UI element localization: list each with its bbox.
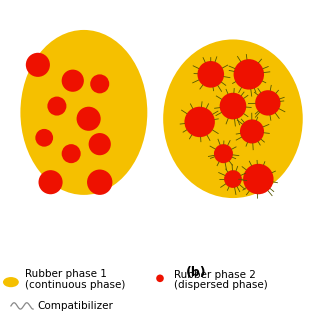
Text: (b): (b) [186,266,207,279]
Text: Rubber phase 1: Rubber phase 1 [25,269,107,279]
Circle shape [26,53,50,77]
Circle shape [214,144,233,163]
Ellipse shape [20,30,147,195]
Circle shape [90,74,109,93]
Circle shape [255,90,281,116]
Text: Compatibilizer: Compatibilizer [38,301,114,311]
Circle shape [243,164,274,194]
Text: (continuous phase): (continuous phase) [25,280,125,290]
Circle shape [47,97,67,116]
Circle shape [35,129,53,147]
Circle shape [76,107,101,131]
Circle shape [184,107,215,137]
Circle shape [89,133,111,155]
Circle shape [38,170,63,194]
Circle shape [156,275,164,282]
Circle shape [87,170,112,195]
Ellipse shape [3,277,19,287]
Circle shape [197,61,224,88]
Circle shape [240,119,264,143]
Circle shape [234,59,264,90]
Circle shape [62,144,81,163]
Ellipse shape [163,39,303,198]
Circle shape [224,170,242,188]
Text: Rubber phase 2: Rubber phase 2 [174,269,256,279]
Circle shape [220,93,246,119]
Circle shape [62,69,84,92]
Text: (dispersed phase): (dispersed phase) [174,280,268,290]
